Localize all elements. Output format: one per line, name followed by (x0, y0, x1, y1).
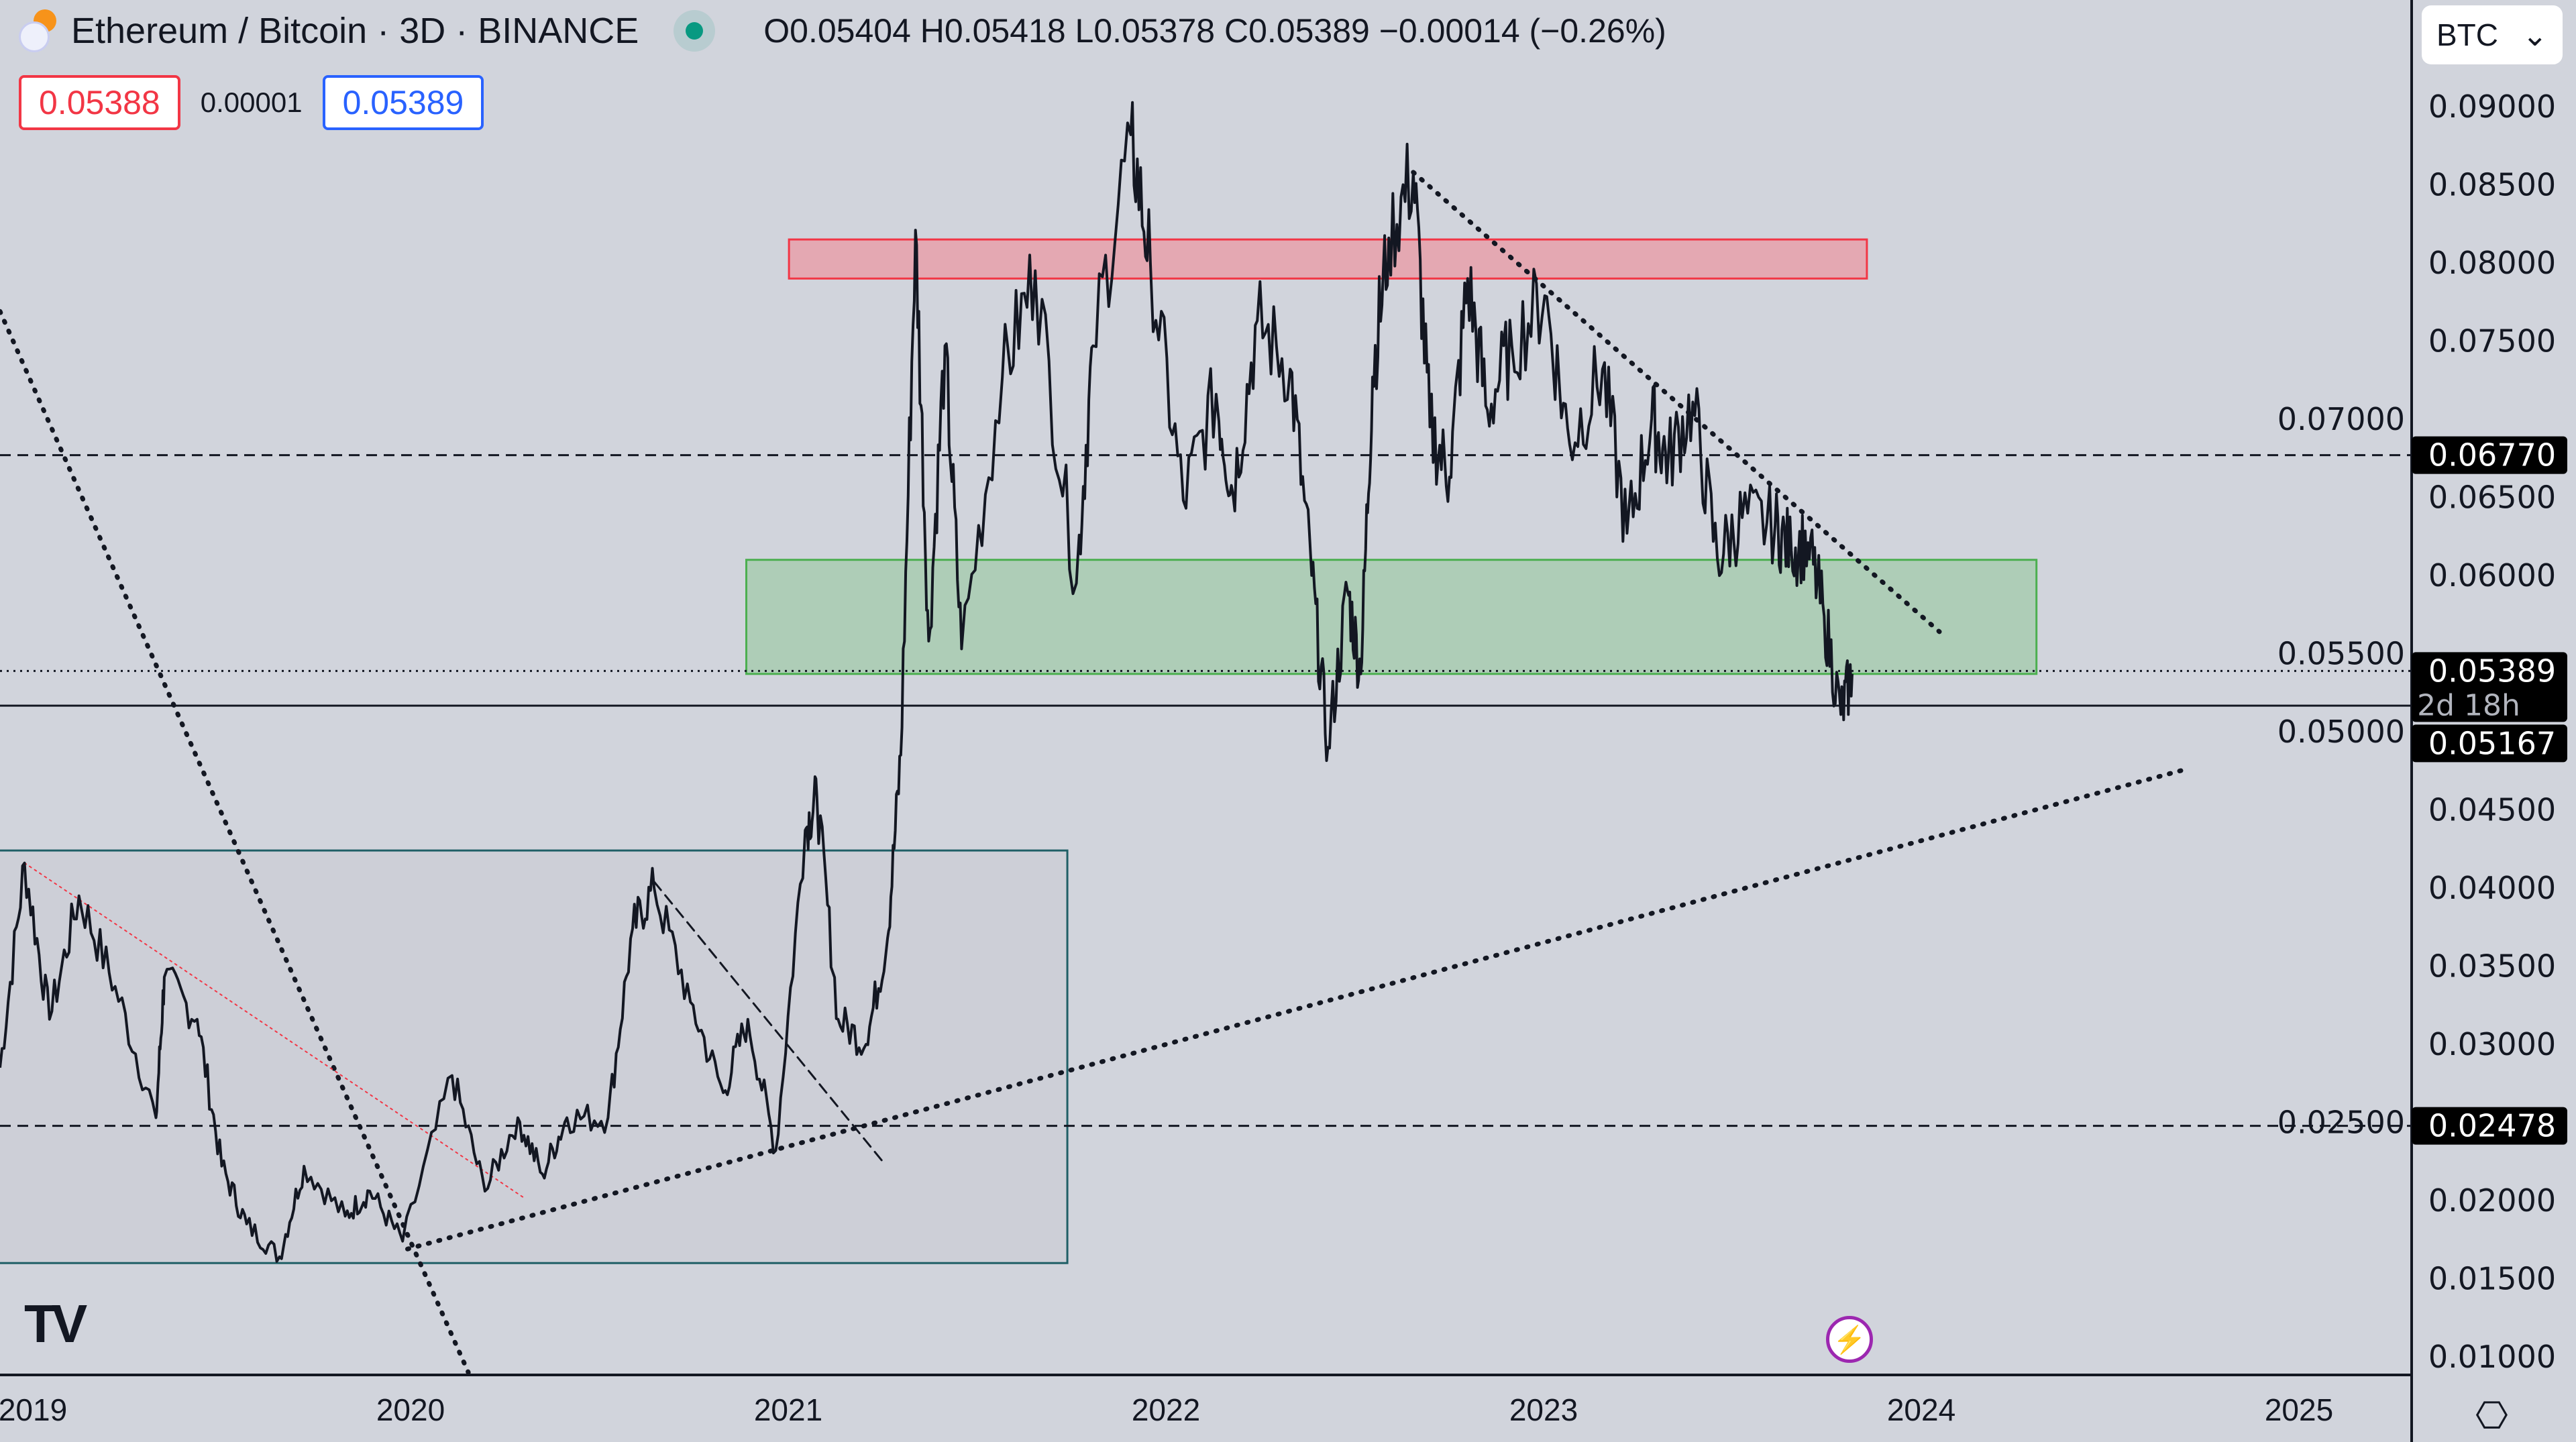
tradingview-logo[interactable]: TV (24, 1294, 87, 1353)
trendline-rising-support (405, 767, 2189, 1252)
currency-value: BTC (2436, 17, 2498, 52)
price-tick-label: 0.04000 (2428, 870, 2556, 906)
price-tick-label: 0.03000 (2428, 1026, 2556, 1062)
time-tick-label: 2021 (754, 1392, 822, 1427)
trade-buttons: 0.05388 0.00001 0.05389 (19, 75, 484, 130)
market-open-status-icon (674, 10, 716, 52)
last-price-line-tag-label: 0.05389 (2428, 653, 2556, 689)
price-tick-label: 0.02000 (2428, 1182, 2556, 1219)
time-tick-label: 2025 (2265, 1392, 2333, 1427)
price-tick-label: 0.05500 (2277, 636, 2405, 672)
buy-button[interactable]: 0.05389 (322, 75, 484, 130)
trendline-descending-resistance (1411, 170, 1942, 634)
time-tick-label: 2023 (1509, 1392, 1578, 1427)
spread-value: 0.00001 (200, 87, 303, 118)
countdown-label: 2d 18h (2417, 688, 2520, 722)
price-tick-label: 0.03500 (2428, 948, 2556, 985)
price-tick-label: 0.05000 (2277, 714, 2405, 750)
eth-btc-coin-icon (19, 9, 56, 52)
price-tick-label: 0.06000 (2428, 557, 2556, 594)
price-tick-label: 0.02500 (2277, 1105, 2405, 1141)
level-line-lower-tag-label: 0.02478 (2428, 1108, 2556, 1144)
lightning-icon[interactable]: ⚡ (1826, 1316, 1873, 1363)
time-tick-label: 2024 (1887, 1392, 1955, 1427)
trendline-dashed-2020 (653, 881, 884, 1163)
trendline-steep-down (0, 309, 471, 1375)
price-tick-label: 0.01000 (2428, 1339, 2556, 1375)
level-line-lower-tag (2412, 1107, 2567, 1145)
support-zone (745, 559, 2038, 675)
price-tick-label: 0.08500 (2428, 167, 2556, 203)
time-tick-label: 2022 (1132, 1392, 1200, 1427)
price-tick-label: 0.07500 (2428, 323, 2556, 359)
time-tick-label: 2020 (376, 1392, 445, 1427)
price-tick-label: 0.07000 (2277, 401, 2405, 437)
resistance-zone (788, 238, 1868, 280)
level-line-upper-tag (2412, 436, 2567, 474)
chevron-down-icon: ⌄ (2522, 17, 2548, 52)
level-line-upper-tag-label: 0.06770 (2428, 437, 2556, 474)
chart-header: Ethereum / Bitcoin · 3D · BINANCE O0.054… (19, 9, 1666, 52)
ohlc-values: O0.05404 H0.05418 L0.05378 C0.05389 −0.0… (763, 12, 1666, 50)
trendline-red-2019 (23, 862, 527, 1200)
symbol-title[interactable]: Ethereum / Bitcoin · 3D · BINANCE (71, 11, 639, 51)
sell-button[interactable]: 0.05388 (19, 75, 180, 130)
level-line-mid-tag (2412, 724, 2567, 763)
settings-icon[interactable]: ⎔ (2475, 1394, 2508, 1437)
price-series-line (0, 101, 1854, 1263)
last-price-line-tag (2412, 652, 2567, 722)
price-tick-label: 0.01500 (2428, 1261, 2556, 1297)
price-tick-label: 0.09000 (2428, 89, 2556, 125)
currency-select[interactable]: BTC ⌄ (2422, 5, 2563, 64)
price-tick-label: 0.08000 (2428, 245, 2556, 281)
price-tick-label: 0.06500 (2428, 480, 2556, 516)
time-tick-label: 2019 (0, 1392, 67, 1427)
level-line-mid-tag-label: 0.05167 (2428, 725, 2556, 761)
price-tick-label: 0.04500 (2428, 792, 2556, 828)
